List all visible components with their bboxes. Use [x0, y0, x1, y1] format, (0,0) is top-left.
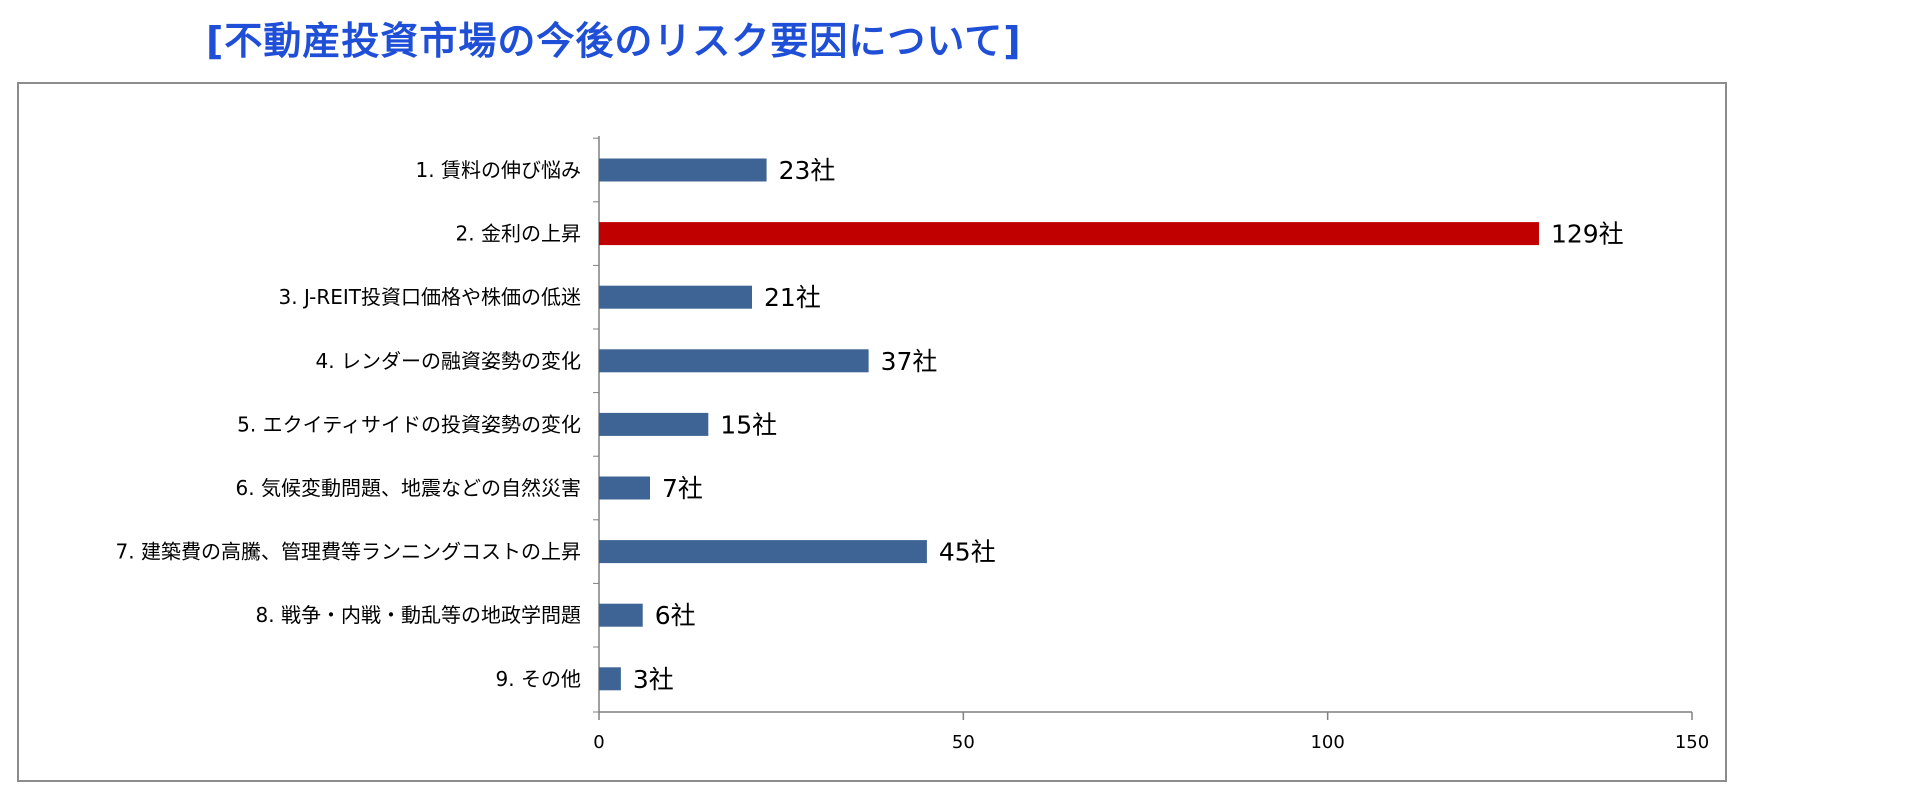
bar: [599, 476, 651, 500]
data-label: 129社: [1551, 220, 1624, 249]
x-tick-label: 100: [1310, 732, 1344, 753]
x-tick-label: 150: [1675, 732, 1709, 753]
x-tick-label: 50: [952, 732, 975, 753]
data-label: 3社: [633, 665, 674, 694]
bar: [599, 285, 753, 309]
category-label: 8. 戦争・内戦・動乱等の地政学問題: [256, 603, 581, 627]
chart-frame: 0 50 100 150 1. 賃料の伸び悩み 23社 2. 金利の上昇 129社 3. J-R…: [17, 82, 1727, 782]
x-tick-label: 0: [593, 732, 604, 753]
bar-chart: 0 50 100 150 1. 賃料の伸び悩み 23社 2. 金利の上昇 129社 3. J-R…: [116, 136, 1709, 753]
category-label: 6. 気候変動問題、地震などの自然災害: [236, 476, 581, 500]
bar: [599, 158, 767, 182]
category-label: 5. エクイティサイドの投資姿勢の変化: [237, 412, 581, 436]
category-label: 7. 建築費の高騰、管理費等ランニングコストの上昇: [116, 540, 581, 564]
data-label: 7社: [662, 474, 703, 503]
bar: [599, 540, 927, 564]
bar: [599, 412, 709, 436]
category-label: 3. J-REIT投資口価格や株価の低迷: [279, 285, 582, 309]
data-label: 23社: [779, 156, 836, 185]
bar: [599, 667, 621, 691]
data-label: 21社: [764, 283, 821, 312]
bar: [599, 222, 1539, 246]
data-label: 37社: [881, 347, 938, 376]
category-label: 1. 賃料の伸び悩み: [416, 158, 581, 182]
data-label: 45社: [939, 538, 996, 567]
bar: [599, 603, 643, 627]
category-label: 4. レンダーの融資姿勢の変化: [316, 349, 581, 373]
data-label: 15社: [720, 410, 777, 439]
data-label: 6社: [655, 601, 696, 630]
category-label: 2. 金利の上昇: [456, 222, 581, 246]
category-label: 9. その他: [496, 667, 581, 691]
bar: [599, 349, 869, 373]
page-title: [不動産投資市場の今後のリスク要因について]: [206, 19, 1022, 63]
